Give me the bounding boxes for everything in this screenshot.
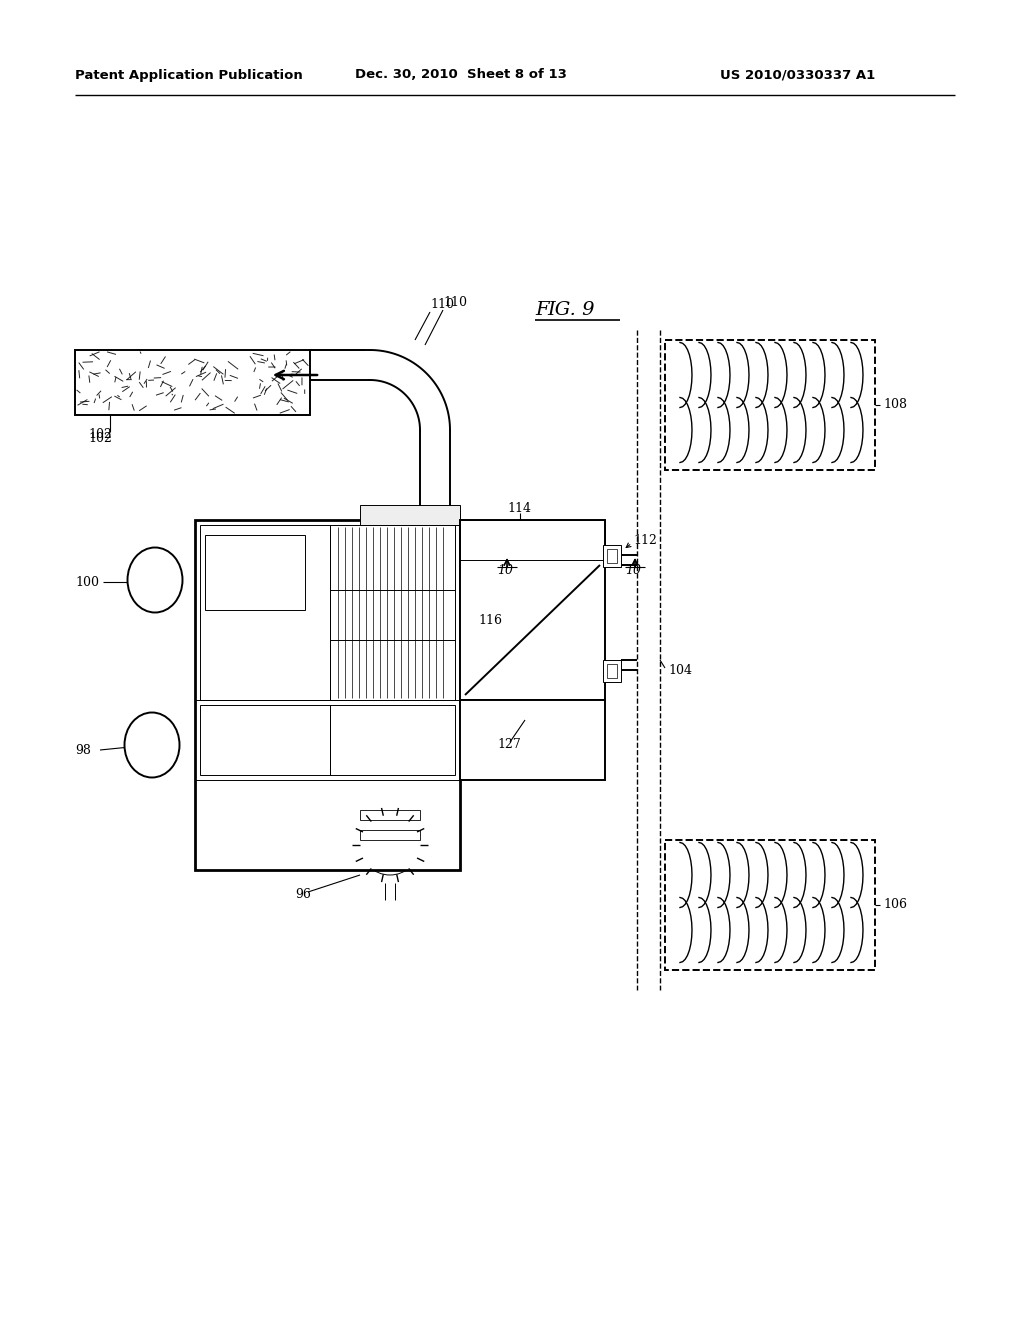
Bar <box>360 506 460 525</box>
Ellipse shape <box>125 713 179 777</box>
Text: 127: 127 <box>497 738 521 751</box>
Circle shape <box>427 512 433 517</box>
Bar <box>607 664 617 678</box>
Text: F: F <box>535 301 549 319</box>
Bar <box>200 705 330 775</box>
Bar <box>603 660 621 682</box>
Text: 104: 104 <box>668 664 692 676</box>
Bar <box>75 350 310 414</box>
Circle shape <box>372 512 378 517</box>
Circle shape <box>397 512 403 517</box>
Bar <box>195 700 460 780</box>
Text: 10: 10 <box>497 564 513 577</box>
Bar <box>200 525 330 700</box>
Text: 110: 110 <box>443 297 467 309</box>
Text: 10: 10 <box>625 564 641 577</box>
Text: US 2010/0330337 A1: US 2010/0330337 A1 <box>720 69 876 82</box>
Bar <box>460 700 605 780</box>
Bar <box>665 840 874 970</box>
Circle shape <box>442 512 449 517</box>
Bar <box>460 520 605 560</box>
Bar <box>460 520 605 700</box>
Bar <box>360 830 420 840</box>
Bar <box>665 341 874 470</box>
Ellipse shape <box>128 548 182 612</box>
Text: 96: 96 <box>295 888 311 902</box>
Text: Patent Application Publication: Patent Application Publication <box>75 69 303 82</box>
Text: 102: 102 <box>88 432 112 445</box>
Text: 110: 110 <box>430 298 454 312</box>
Text: 112: 112 <box>633 533 656 546</box>
Text: 100: 100 <box>75 576 99 589</box>
Bar <box>195 520 460 870</box>
Text: 108: 108 <box>883 399 907 412</box>
Text: 106: 106 <box>883 899 907 912</box>
Text: 98: 98 <box>75 743 91 756</box>
Bar <box>360 810 420 820</box>
Bar <box>603 545 621 568</box>
Bar <box>205 535 305 610</box>
Text: 116: 116 <box>478 614 502 627</box>
Bar <box>330 525 455 700</box>
Bar <box>330 705 455 775</box>
Text: 114: 114 <box>507 502 531 515</box>
Text: IG. 9: IG. 9 <box>547 301 595 319</box>
Text: Dec. 30, 2010  Sheet 8 of 13: Dec. 30, 2010 Sheet 8 of 13 <box>355 69 567 82</box>
Bar <box>607 549 617 564</box>
Text: 102: 102 <box>88 429 112 441</box>
